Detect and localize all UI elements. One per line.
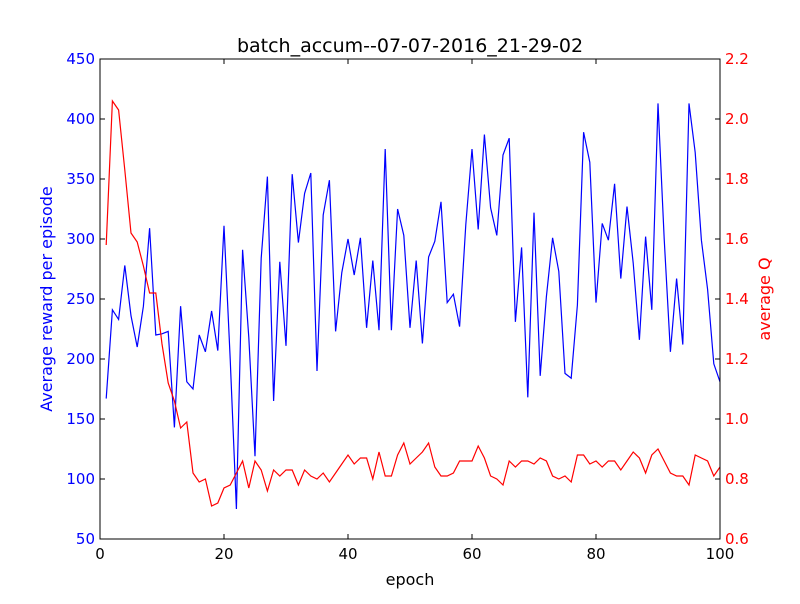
y-tick-label-right: 2.0 <box>725 110 749 128</box>
y-tick-label-right: 2.2 <box>725 50 749 68</box>
y-tick-label-right: 1.2 <box>725 350 749 368</box>
y-tick-label-right: 1.8 <box>725 170 749 188</box>
y-tick-label-right: 0.6 <box>725 530 749 548</box>
x-axis-label: epoch <box>386 570 435 589</box>
y-tick-label-left: 250 <box>66 290 95 308</box>
x-tick-label: 60 <box>462 545 481 563</box>
x-tick-label: 20 <box>214 545 233 563</box>
y-tick-label-left: 300 <box>66 230 95 248</box>
y-tick-label-right: 0.8 <box>725 470 749 488</box>
series-line-average-reward <box>105 103 721 510</box>
y-tick-label-left: 100 <box>66 470 95 488</box>
x-tick-label: 40 <box>338 545 357 563</box>
y-tick-label-left: 350 <box>66 170 95 188</box>
plot-frame <box>99 58 721 540</box>
series-line-average-q <box>105 99 721 507</box>
chart-title: batch_accum--07-07-2016_21-29-02 <box>237 35 583 57</box>
y-axis-label-right: average Q <box>755 257 774 340</box>
y-tick-label-left: 400 <box>66 110 95 128</box>
y-tick-label-right: 1.4 <box>725 290 749 308</box>
y-tick-label-left: 50 <box>76 530 95 548</box>
x-tick-label: 0 <box>95 545 105 563</box>
y-tick-label-left: 450 <box>66 50 95 68</box>
x-tick-label: 80 <box>586 545 605 563</box>
y-tick-label-right: 1.0 <box>725 410 749 428</box>
y-tick-label-left: 200 <box>66 350 95 368</box>
y-tick-label-right: 1.6 <box>725 230 749 248</box>
y-tick-label-left: 150 <box>66 410 95 428</box>
x-tick-label: 100 <box>706 545 735 563</box>
y-axis-label-left: Average reward per episode <box>37 186 56 412</box>
